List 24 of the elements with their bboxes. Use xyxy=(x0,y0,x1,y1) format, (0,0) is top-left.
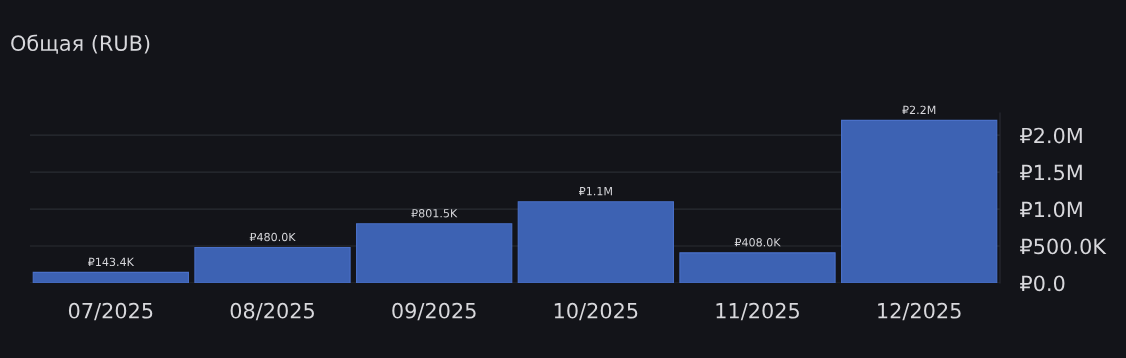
x-tick-label: 07/2025 xyxy=(68,302,153,321)
data-label: ₽408.0K xyxy=(734,238,781,247)
data-label: ₽1.1M xyxy=(579,187,612,196)
bar xyxy=(841,119,998,283)
y-tick-label: ₽2.0M xyxy=(1020,127,1082,144)
y-tick-label: ₽1.0M xyxy=(1020,201,1082,218)
data-label: ₽143.4K xyxy=(88,257,135,267)
chart-title: Общая (RUB) xyxy=(11,34,150,54)
bar xyxy=(679,252,836,283)
data-label: ₽480.0K xyxy=(249,232,296,242)
y-tick-label: ₽500.0K xyxy=(1020,238,1107,255)
data-label: ₽801.5K xyxy=(411,209,458,218)
x-tick-label: 11/2025 xyxy=(716,302,799,321)
data-label: ₽2.2M xyxy=(902,105,936,114)
x-tick-label: 09/2025 xyxy=(392,302,476,321)
bar xyxy=(32,271,189,283)
x-tick-label: 08/2025 xyxy=(230,302,314,321)
x-tick-label: 12/2025 xyxy=(878,302,961,321)
y-tick-label: ₽0.0 xyxy=(1020,275,1065,292)
bar xyxy=(194,246,351,283)
x-tick-label: 10/2025 xyxy=(554,302,638,321)
y-tick-label: ₽1.5M xyxy=(1020,164,1082,181)
bar xyxy=(356,223,513,283)
bar xyxy=(517,201,674,283)
